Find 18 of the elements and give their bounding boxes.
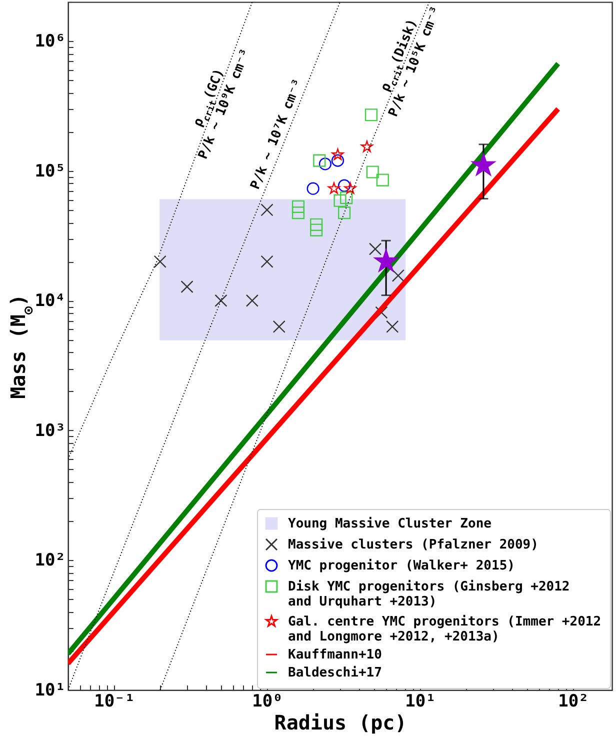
x-tick-label: 10⁻¹ bbox=[94, 692, 136, 712]
legend-label: Kauffmann+10 bbox=[288, 648, 382, 662]
y-tick-label: 10⁵ bbox=[34, 161, 66, 182]
legend-label: Young Massive Cluster Zone bbox=[288, 516, 492, 532]
x-tick-label: 10² bbox=[558, 692, 589, 712]
x-axis-title: Radius (pc) bbox=[274, 710, 407, 734]
y-tick-label: 10⁶ bbox=[34, 32, 66, 52]
legend-label: Massive clusters (Pfalzner 2009) bbox=[288, 538, 538, 552]
legend-label: Disk YMC progenitors (Ginsberg +2012 and Urquhart +2013) bbox=[288, 580, 570, 610]
legend-label: YMC progenitor (Walker+ 2015) bbox=[288, 558, 515, 574]
y-tick-label: 10⁴ bbox=[34, 291, 66, 312]
x-tick-label: 10¹ bbox=[405, 692, 436, 712]
legend-label: Gal. centre YMC progenitors (Immer +2012 and Longmore +2012, +2013a) bbox=[288, 614, 602, 644]
text: P/k ~ 10⁷K cm⁻³ bbox=[248, 77, 306, 192]
x-tick-label: 10⁰ bbox=[252, 692, 283, 712]
legend-label: Baldeschi+17 bbox=[288, 666, 382, 680]
y-tick-label: 10² bbox=[34, 550, 66, 571]
y-tick-label: 10³ bbox=[34, 420, 66, 441]
